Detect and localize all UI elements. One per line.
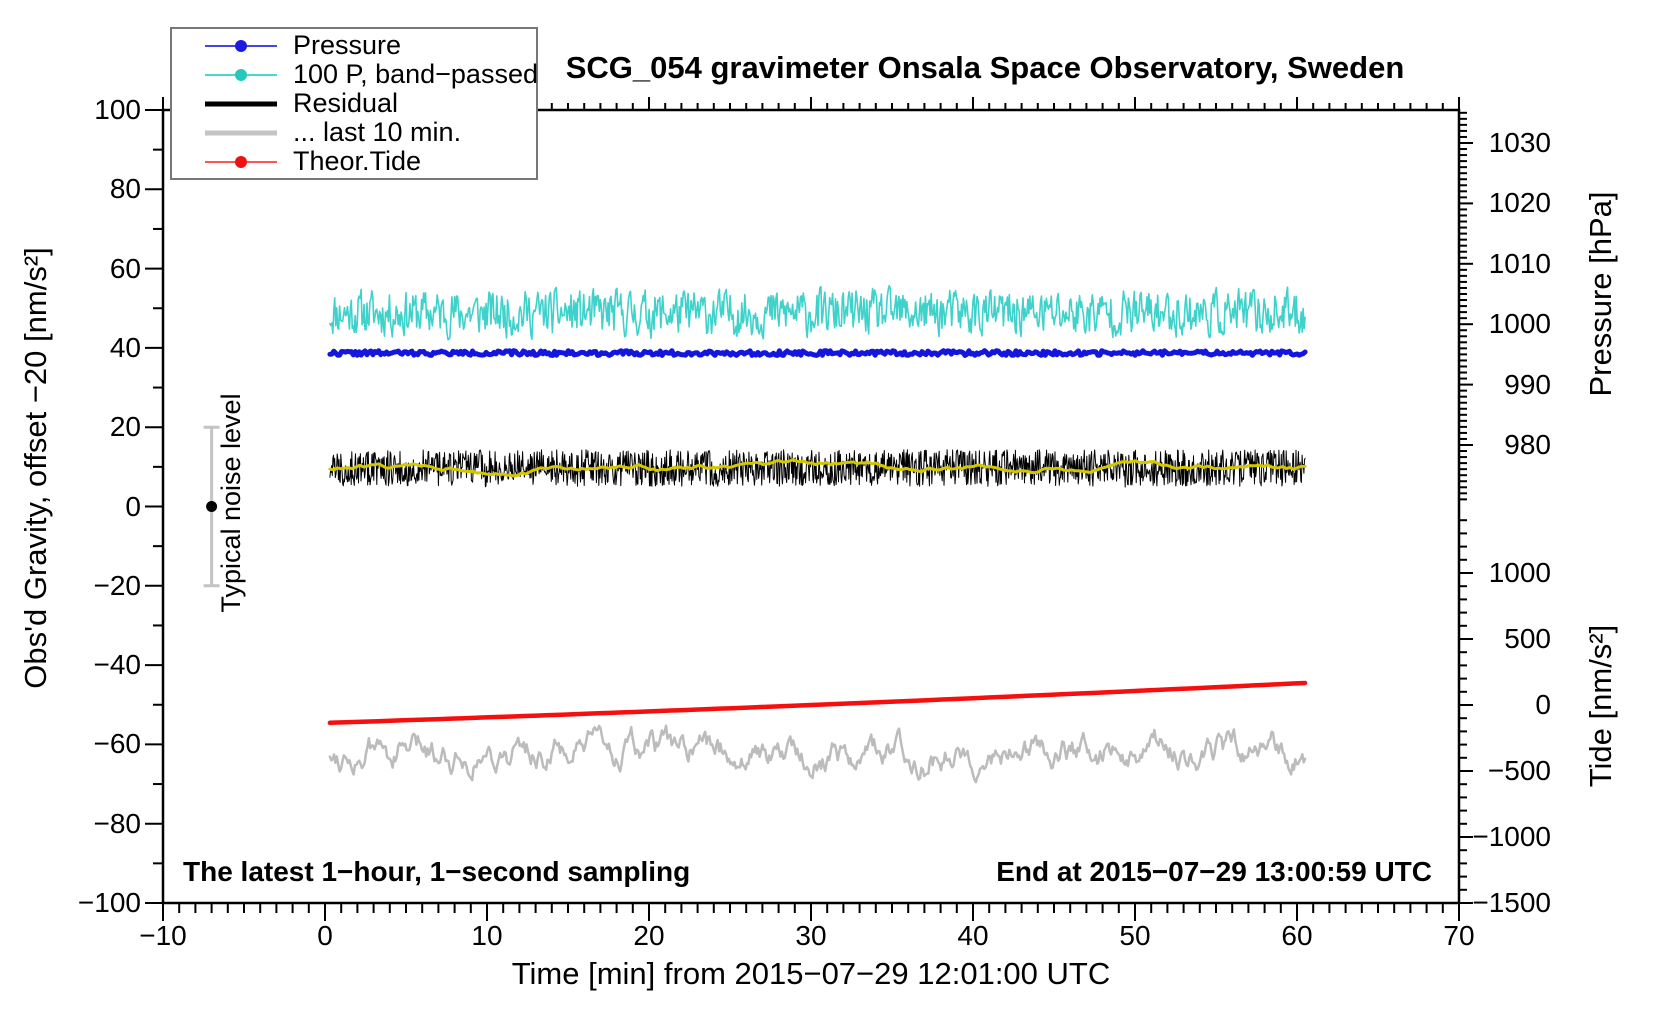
legend-item-pressure: Pressure [172, 30, 536, 60]
end-time-annotation: End at 2015−07−29 13:00:59 UTC [996, 856, 1432, 887]
typical-noise-level-label: Typical noise level [215, 393, 246, 613]
legend-label: Pressure [293, 30, 402, 60]
legend-line-sample [205, 90, 277, 118]
legend-box: Pressure 100 P, band−passed Residual... la… [170, 27, 538, 180]
legend-line [205, 101, 277, 106]
tick-label: 0 [125, 490, 141, 522]
tick-label: 40 [109, 331, 141, 363]
tick-label: −20 [93, 569, 142, 601]
tick-label: 500 [1504, 623, 1551, 654]
tick-label: 100 [94, 94, 141, 125]
legend-line-sample [205, 61, 277, 89]
tick-label: 990 [1504, 368, 1551, 400]
tick-label: 1010 [1488, 247, 1551, 279]
legend-label: 100 P, band−passed [293, 59, 538, 89]
series-last-10-min [328, 724, 1307, 784]
tick-label: 40 [957, 920, 989, 951]
legend-line-sample [205, 32, 277, 60]
tick-label: −10 [139, 920, 187, 951]
tick-label: −40 [93, 649, 142, 681]
tick-label: 30 [795, 920, 827, 951]
tick-label: 10 [471, 920, 503, 951]
tick-label: −1000 [1472, 821, 1551, 852]
gravity-axis-label: Obs'd Gravity, offset −20 [nm/s²] [18, 247, 53, 689]
legend-item-theor-tide: Theor.Tide [172, 146, 536, 176]
tick-label: 1000 [1488, 557, 1551, 588]
tick-label: 980 [1504, 429, 1551, 460]
tick-label: 1000 [1488, 308, 1551, 340]
tick-label: −100 [77, 887, 141, 918]
legend-line [205, 130, 277, 135]
legend-line-sample [205, 148, 277, 176]
tick-label: −500 [1487, 755, 1551, 786]
series-theor-tide [327, 680, 1308, 726]
tick-label: −80 [93, 807, 142, 839]
legend-item-residual: Residual [172, 88, 536, 118]
tick-label: −1500 [1472, 887, 1551, 918]
tick-label: 20 [109, 411, 141, 443]
chart-title: SCG_054 gravimeter Onsala Space Observat… [565, 50, 1405, 85]
legend-item-100-p-band-passed: 100 P, band−passed [172, 59, 538, 89]
tick-label: 20 [633, 920, 665, 951]
tick-label: 0 [1535, 689, 1551, 720]
legend-line-sample [205, 119, 277, 147]
legend-dot [235, 39, 247, 52]
legend-dot [235, 155, 247, 168]
tick-label: 1020 [1488, 187, 1551, 219]
tick-label: 1030 [1488, 127, 1551, 158]
tide-axis-label: Tide [nm/s²] [1583, 624, 1618, 788]
series-residual-smoothed [328, 458, 1307, 478]
series-residual [329, 449, 1306, 488]
sampling-annotation: The latest 1−hour, 1−second sampling [183, 856, 691, 887]
tick-label: 0 [317, 920, 333, 951]
legend-label: Theor.Tide [293, 146, 422, 176]
plot-frame [161, 108, 1461, 905]
tick-label: −60 [93, 728, 142, 760]
series-pressure [327, 348, 1308, 358]
legend-item-last-10-min: ... last 10 min. [172, 117, 536, 147]
legend-dot [235, 68, 247, 81]
time-axis-label: Time [min] from 2015−07−29 12:01:00 UTC [511, 956, 1111, 991]
tick-label: 70 [1443, 920, 1475, 951]
tick-label: 50 [1119, 920, 1151, 951]
series-100-p-band-passed [329, 284, 1306, 341]
legend-label: Residual [293, 88, 399, 118]
tick-label: 80 [109, 173, 141, 205]
noise-bar-dot [206, 501, 218, 512]
legend-label: ... last 10 min. [293, 117, 462, 147]
tick-label: 60 [1281, 920, 1313, 951]
tick-label: 60 [109, 252, 141, 284]
